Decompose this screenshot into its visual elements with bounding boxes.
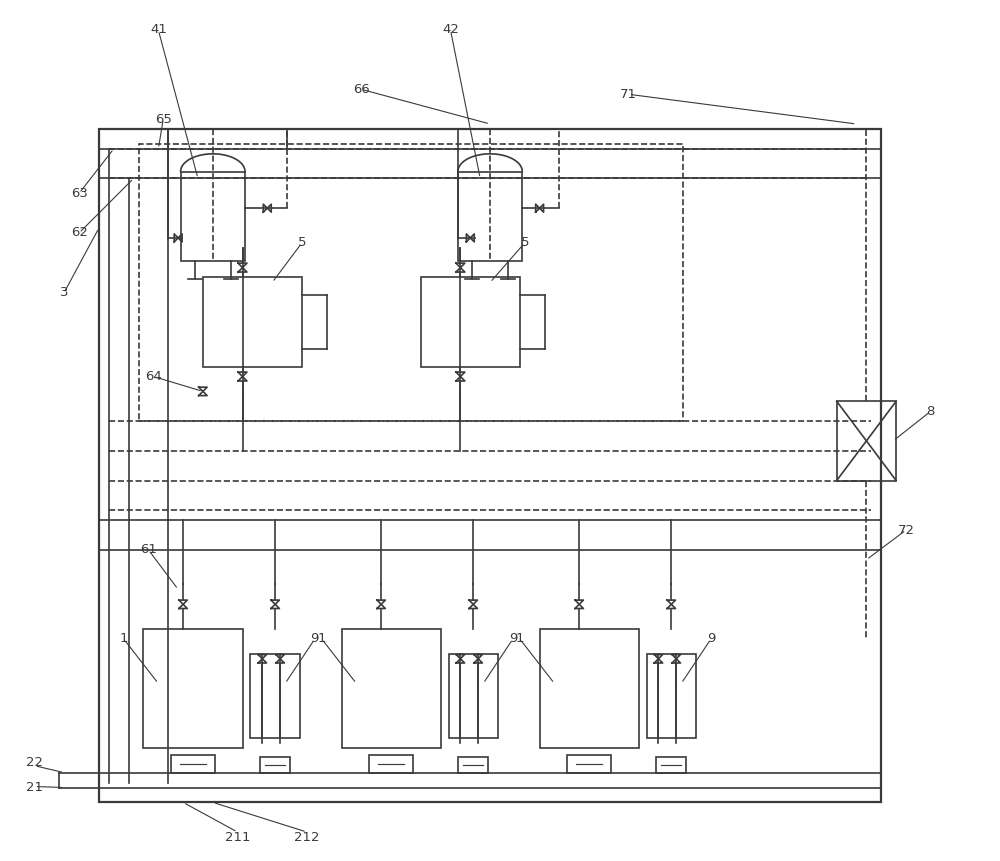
Text: 8: 8 <box>927 405 935 418</box>
Text: 72: 72 <box>898 523 915 536</box>
Text: 9: 9 <box>509 633 517 646</box>
Text: 1: 1 <box>119 633 128 646</box>
Bar <box>139 144 683 421</box>
Text: 9: 9 <box>311 633 319 646</box>
Bar <box>540 629 639 748</box>
Bar <box>369 755 413 772</box>
Bar <box>421 277 520 367</box>
Text: 212: 212 <box>294 831 320 844</box>
Text: 3: 3 <box>60 286 69 299</box>
Bar <box>250 653 300 738</box>
Bar <box>567 755 611 772</box>
Text: 71: 71 <box>620 88 637 101</box>
Text: 62: 62 <box>71 226 88 239</box>
Bar <box>837 401 896 480</box>
Bar <box>260 757 290 772</box>
Text: 63: 63 <box>71 187 88 200</box>
Text: 1: 1 <box>317 633 326 646</box>
Bar <box>656 757 686 772</box>
Text: 64: 64 <box>145 370 162 383</box>
Bar <box>99 129 881 802</box>
Bar <box>171 755 215 772</box>
Text: 42: 42 <box>442 23 459 36</box>
Bar <box>203 277 302 367</box>
Text: 41: 41 <box>150 23 167 36</box>
Bar <box>458 171 522 261</box>
Bar <box>342 629 441 748</box>
Text: 66: 66 <box>353 83 370 96</box>
Text: 22: 22 <box>26 756 43 769</box>
Bar <box>143 629 243 748</box>
Bar <box>181 171 245 261</box>
Text: 21: 21 <box>26 781 43 794</box>
Bar <box>458 757 488 772</box>
Text: 1: 1 <box>516 633 524 646</box>
Text: 65: 65 <box>155 113 172 126</box>
Text: 9: 9 <box>707 633 715 646</box>
Text: 61: 61 <box>140 543 157 556</box>
Text: 5: 5 <box>298 236 306 250</box>
Text: 5: 5 <box>521 236 529 250</box>
Text: 211: 211 <box>225 831 250 844</box>
Bar <box>449 653 498 738</box>
Bar <box>647 653 696 738</box>
